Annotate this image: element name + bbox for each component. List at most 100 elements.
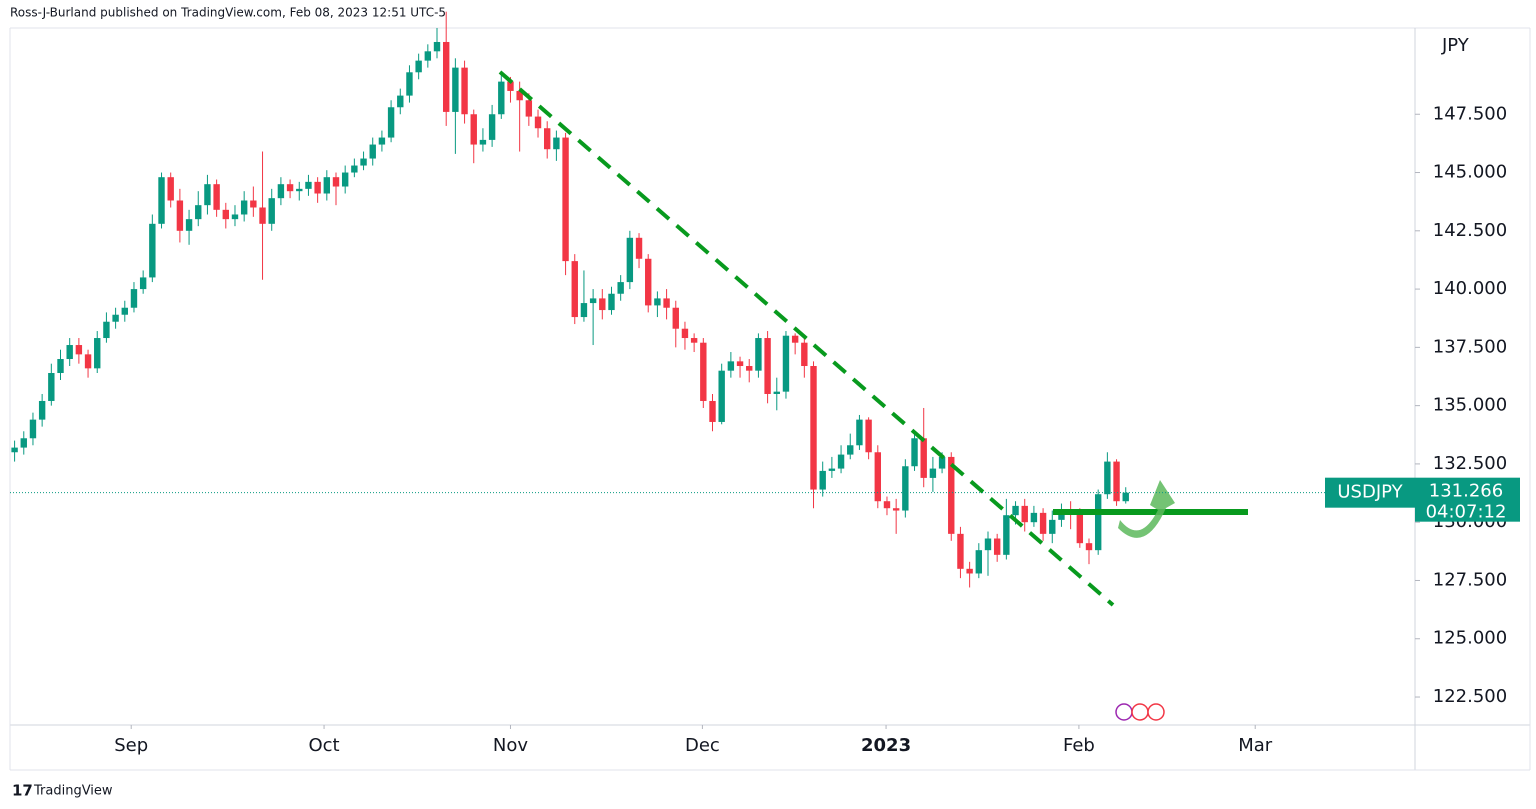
candle-body xyxy=(213,184,220,210)
candle-body xyxy=(29,419,37,439)
logo-mark: 17 xyxy=(12,782,33,800)
curved-arrow xyxy=(1118,480,1175,538)
candle-body xyxy=(617,282,624,294)
candle-body xyxy=(1058,510,1065,520)
candle-body xyxy=(847,445,854,455)
candle-body xyxy=(608,293,615,311)
candle-body xyxy=(103,321,110,339)
x-tick-label: Mar xyxy=(1238,735,1273,756)
candle-body xyxy=(525,100,533,117)
candle-body xyxy=(1122,492,1129,502)
candle-body xyxy=(305,181,312,189)
candle-body xyxy=(11,447,18,453)
y-tick-label: 142.500 xyxy=(1433,220,1507,241)
candle-body xyxy=(635,237,643,259)
candle-body xyxy=(865,419,872,453)
candle-body xyxy=(470,114,477,145)
candle-body xyxy=(957,533,964,569)
candle-body xyxy=(195,205,202,220)
candle-body xyxy=(424,51,432,61)
candle-body xyxy=(507,81,514,91)
countdown-label: 04:07:12 xyxy=(1426,502,1507,523)
y-tick-label: 122.500 xyxy=(1433,686,1507,707)
candle-body xyxy=(112,314,119,322)
candle-body xyxy=(562,137,569,262)
candle-body xyxy=(690,338,698,343)
candle-body xyxy=(544,128,551,150)
candle-body xyxy=(176,200,184,231)
candle-body xyxy=(837,454,845,469)
candle-body xyxy=(948,456,955,534)
candle-body xyxy=(764,338,771,394)
candle-body xyxy=(883,501,891,509)
candle-body xyxy=(66,345,73,360)
axes: 122.500125.000127.500130.000132.500135.0… xyxy=(10,103,1520,756)
candles xyxy=(11,11,1129,588)
candle-body xyxy=(654,298,661,306)
candle-body xyxy=(488,114,496,140)
candle-body xyxy=(1021,505,1028,523)
candle-body xyxy=(718,370,725,422)
candle-body xyxy=(727,361,735,371)
candle-body xyxy=(84,354,92,369)
symbol-label: USDJPY xyxy=(1337,482,1403,503)
candle-body xyxy=(1039,512,1047,534)
candle-body xyxy=(819,470,826,490)
currency-label: JPY xyxy=(1441,35,1470,56)
candle-body xyxy=(1030,512,1038,523)
y-tick-label: 137.500 xyxy=(1433,336,1507,357)
candle-body xyxy=(406,72,413,96)
y-tick-label: 132.500 xyxy=(1433,453,1507,474)
publisher-line: Ross-J-Burland published on TradingView.… xyxy=(10,6,446,20)
candle-body xyxy=(94,338,101,369)
candle-body xyxy=(1049,519,1056,534)
x-tick-label: Sep xyxy=(114,735,148,756)
y-tick-label: 147.500 xyxy=(1433,103,1507,124)
candle-body xyxy=(479,139,487,145)
x-tick-label: 2023 xyxy=(861,735,911,756)
candle-body xyxy=(268,198,275,224)
candle-body xyxy=(442,41,450,112)
candle-body xyxy=(139,277,147,290)
candle-body xyxy=(856,419,863,446)
candle-body xyxy=(709,400,716,422)
candle-body xyxy=(626,237,634,283)
candle-body xyxy=(130,289,138,308)
candle-body xyxy=(589,298,597,304)
candle-body xyxy=(38,400,46,420)
candle-body xyxy=(645,258,652,306)
event-icons xyxy=(1115,703,1165,721)
candle-body xyxy=(700,342,707,401)
candle-body xyxy=(204,184,211,206)
candle-body xyxy=(369,144,376,159)
candle-body xyxy=(498,81,505,115)
x-tick-label: Feb xyxy=(1063,735,1095,756)
candle-body xyxy=(580,303,588,318)
candle-body xyxy=(250,200,257,208)
candle-body xyxy=(461,67,468,115)
candle-body xyxy=(452,67,459,112)
candle-body xyxy=(314,181,321,194)
candle-body xyxy=(553,137,560,150)
last-price-label: 131.266 xyxy=(1429,481,1503,502)
candle-body xyxy=(277,184,285,199)
price-badge xyxy=(1415,477,1520,522)
candle-body xyxy=(323,177,331,194)
candle-body xyxy=(360,158,367,166)
candle-body xyxy=(1085,543,1093,551)
candle-body xyxy=(121,307,128,315)
symbol-badge xyxy=(1325,477,1415,508)
candle-body xyxy=(48,373,55,401)
candle-body xyxy=(755,338,762,371)
candle-body xyxy=(534,116,542,129)
candle-body xyxy=(828,468,836,471)
candle-body xyxy=(433,41,441,52)
candle-body xyxy=(681,328,689,339)
candle-body xyxy=(801,342,808,367)
candle-body xyxy=(341,172,349,187)
footer-brand: TradingView xyxy=(33,784,113,799)
y-tick-label: 140.000 xyxy=(1433,278,1507,299)
candle-body xyxy=(874,452,881,502)
